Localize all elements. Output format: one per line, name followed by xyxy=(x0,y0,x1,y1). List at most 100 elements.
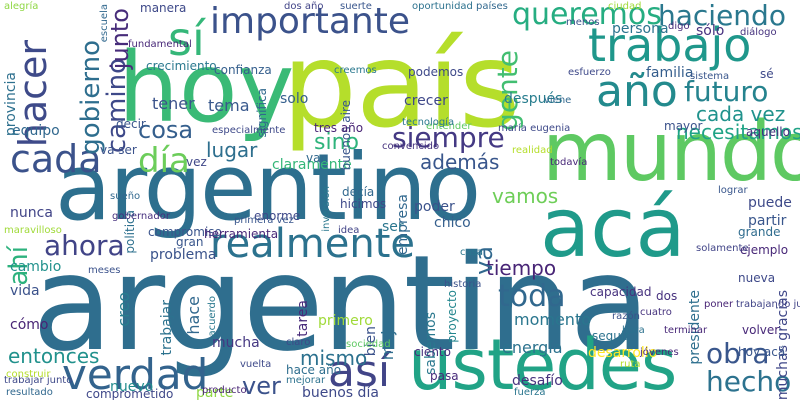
word: digo xyxy=(668,21,690,32)
word: cosa xyxy=(138,116,194,144)
word: obra xyxy=(706,337,770,370)
word: chico xyxy=(434,215,471,231)
word: oportunidad xyxy=(412,1,473,12)
word: primera vez xyxy=(234,215,294,226)
word: desafío xyxy=(512,373,563,389)
word: problema xyxy=(150,247,217,263)
word: hora xyxy=(622,325,645,336)
word: poder xyxy=(414,199,455,215)
word: cada vez xyxy=(696,102,786,126)
word: resultado xyxy=(6,387,53,398)
word: realmente xyxy=(210,221,416,267)
word: gobierno xyxy=(76,40,106,155)
word: construir xyxy=(6,369,51,380)
word: sabemos xyxy=(423,312,439,375)
word: hicimos xyxy=(340,197,387,211)
word: pasa xyxy=(430,369,459,383)
word: trabajo xyxy=(588,18,752,72)
word: tema xyxy=(208,96,250,115)
word: ustedes xyxy=(408,324,677,400)
word: sistema xyxy=(690,71,730,82)
word: sueño xyxy=(110,191,141,202)
word: terminar xyxy=(664,325,708,336)
word: podemos xyxy=(408,65,464,79)
word: compromiso xyxy=(148,225,222,239)
word: menos xyxy=(566,17,600,28)
word: fundamental xyxy=(128,39,192,50)
word: realidad xyxy=(512,145,553,156)
word: viene xyxy=(544,95,572,106)
word: entonces xyxy=(8,344,100,368)
word: sino xyxy=(314,130,359,155)
word: alegría xyxy=(4,1,39,12)
word: razón xyxy=(612,311,640,322)
word: meses xyxy=(88,265,121,276)
word: lugar xyxy=(206,138,258,162)
word: sí xyxy=(168,12,205,66)
word: tarea xyxy=(295,300,311,337)
word: ruta xyxy=(620,359,641,370)
word: especialmente xyxy=(212,125,286,136)
word: país xyxy=(282,16,520,154)
word: queremos xyxy=(512,0,662,32)
word: importante xyxy=(210,1,411,42)
word: idea xyxy=(338,225,360,236)
word: toda xyxy=(498,279,566,314)
word: gobernador xyxy=(112,211,170,222)
word: acuerdo xyxy=(207,296,218,337)
word: gran xyxy=(176,235,204,249)
word: va ser xyxy=(100,143,137,157)
word: argentina xyxy=(32,227,650,381)
word: desarrollo xyxy=(588,345,658,361)
word: nueva xyxy=(738,271,776,285)
word: crecer xyxy=(404,93,448,109)
word: crecimiento xyxy=(146,59,217,73)
word: todavía xyxy=(550,157,588,168)
word: comprometido xyxy=(86,387,174,400)
word: tres año xyxy=(314,121,364,135)
word: cuatro xyxy=(640,307,672,318)
word: tiempo xyxy=(486,256,557,280)
word: producto xyxy=(202,385,247,396)
word: nunca xyxy=(10,205,53,221)
word: escuela xyxy=(99,4,110,43)
word: mayor xyxy=(664,119,703,133)
word: confianza xyxy=(214,63,272,77)
word: acá xyxy=(540,181,686,276)
word: trabajar xyxy=(159,300,175,356)
word: vez xyxy=(186,155,207,169)
word: necesitamos xyxy=(676,120,800,144)
word: trabajando junto xyxy=(736,299,800,310)
word: puede xyxy=(748,195,792,211)
word: capacidad xyxy=(590,285,652,299)
word: jóvenes xyxy=(640,347,679,358)
word: lograr xyxy=(718,185,748,196)
word: mucha xyxy=(212,335,260,351)
word: decía xyxy=(342,185,375,199)
word: casa xyxy=(460,247,483,258)
word: hace xyxy=(184,296,203,335)
word: equipo xyxy=(12,123,60,139)
word: siempre xyxy=(392,121,505,154)
word: países xyxy=(476,1,508,12)
word: trabajar junto xyxy=(4,375,73,386)
word: entender xyxy=(426,121,472,132)
word: van xyxy=(306,151,329,165)
word: proyecto xyxy=(445,290,459,343)
word: enorme xyxy=(254,209,301,223)
word: provincia xyxy=(3,72,19,137)
word: familia xyxy=(646,65,694,81)
word: año xyxy=(596,66,678,117)
word: primero xyxy=(318,313,373,329)
word: sé xyxy=(760,67,774,81)
word: claro xyxy=(286,337,311,348)
word: ver xyxy=(242,372,281,400)
word: maría eugenia xyxy=(498,123,571,134)
word: decir xyxy=(116,117,146,131)
word: vamos xyxy=(492,184,559,208)
word: partir xyxy=(748,213,787,229)
word: sólo xyxy=(696,23,725,39)
word: ciento xyxy=(414,345,451,359)
word: seguir xyxy=(592,329,630,343)
word: fuerza xyxy=(514,387,546,398)
